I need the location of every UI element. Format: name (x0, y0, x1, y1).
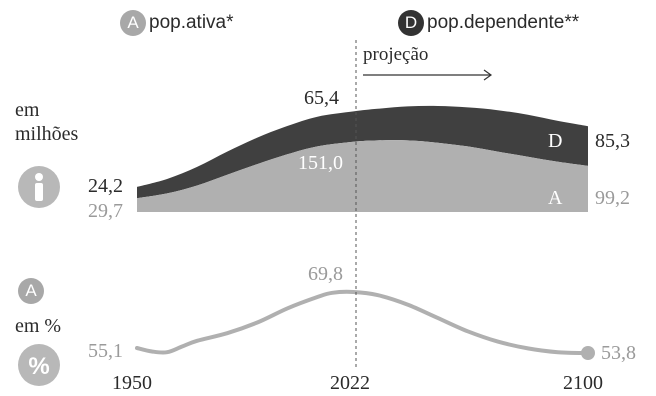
area-series-a (137, 140, 588, 212)
active-percent-line-chart (135, 289, 595, 360)
series-tag-d: D (548, 130, 563, 152)
projection-label: projeção (363, 44, 429, 65)
label-d-2022: 65,4 (304, 87, 339, 109)
label-d-1950: 24,2 (88, 175, 123, 197)
unit-percent: em % (15, 315, 62, 337)
x-tick-2022: 2022 (330, 372, 370, 394)
line-end-point (581, 346, 595, 360)
badge-a-bottom-icon: A (18, 278, 44, 304)
projection-arrow (363, 69, 493, 81)
label-d-2100: 85,3 (595, 130, 630, 152)
line-series-active-percent (135, 289, 590, 355)
x-tick-1950: 1950 (112, 372, 152, 394)
label-line-1950: 55,1 (88, 340, 123, 362)
series-tag-a: A (548, 187, 563, 209)
legend-label-active: pop.ativa* (149, 12, 234, 34)
legend-label-dependent: pop.dependente** (427, 12, 580, 34)
badge-a-icon: A (120, 10, 146, 36)
label-a-2100: 99,2 (595, 187, 630, 209)
badge-d-icon: D (398, 10, 424, 36)
person-icon (18, 166, 60, 208)
unit-line2: milhões (15, 123, 79, 145)
unit-line1: em (15, 99, 40, 121)
percent-icon: % (18, 344, 60, 386)
label-a-2022: 151,0 (298, 152, 343, 174)
label-line-2100: 53,8 (601, 342, 636, 364)
svg-text:%: % (28, 353, 49, 380)
area-series-d (137, 105, 588, 199)
label-line-2022: 69,8 (308, 263, 343, 285)
stacked-area-chart (137, 105, 588, 212)
x-tick-2100: 2100 (563, 372, 603, 394)
label-a-1950: 29,7 (88, 200, 123, 222)
